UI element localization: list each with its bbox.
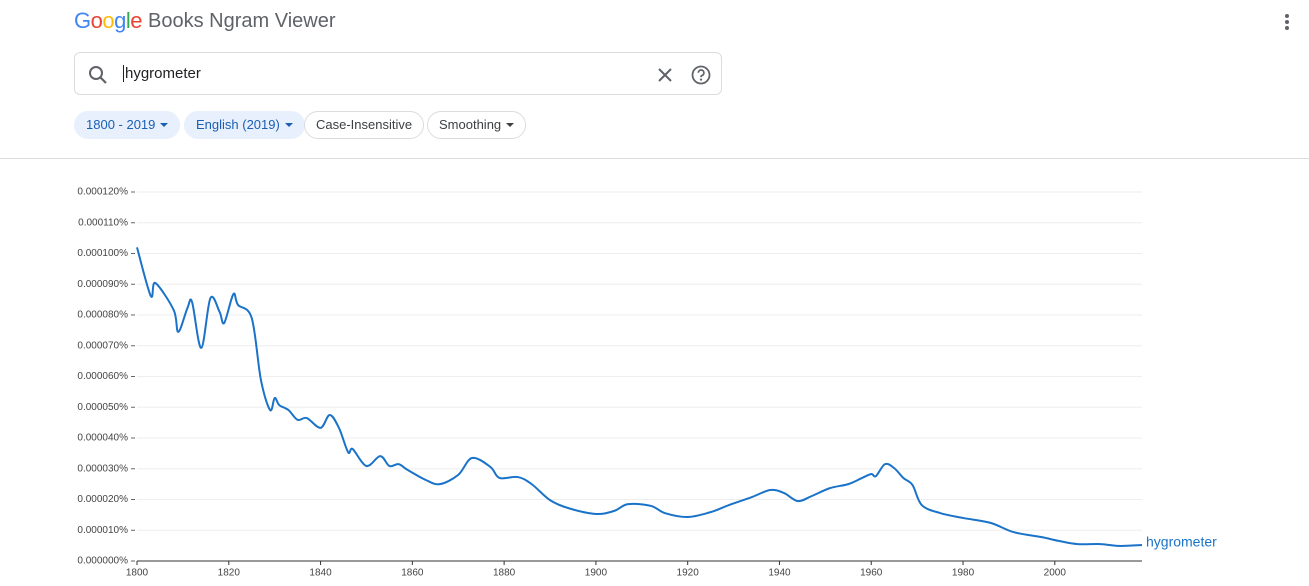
y-tick-label: 0.000120% <box>77 187 128 198</box>
divider <box>0 158 1309 159</box>
x-tick-label: 1940 <box>768 568 791 579</box>
y-tick-label: 0.000050% <box>77 402 128 413</box>
corpus-chip[interactable]: English (2019) <box>184 111 305 139</box>
y-tick-label: 0.000080% <box>77 310 128 321</box>
y-tick-label: 0.000090% <box>77 279 128 290</box>
menu-button[interactable] <box>1280 12 1294 32</box>
chip-label: 1800 - 2019 <box>86 117 156 132</box>
x-tick-label: 1880 <box>493 568 516 579</box>
y-tick-label: 0.000100% <box>77 248 128 259</box>
y-tick-label: 0.000000% <box>77 556 128 567</box>
x-tick-label: 2000 <box>1044 568 1067 579</box>
x-tick-label: 1820 <box>218 568 241 579</box>
x-tick-label: 1960 <box>860 568 883 579</box>
x-tick-label: 1980 <box>952 568 975 579</box>
chart: 0.000000% 0.000010% 0.000020% 0.000030% 0.00… <box>77 187 1217 579</box>
chip-label: Smoothing <box>439 117 502 132</box>
y-tick-label: 0.000070% <box>77 340 128 351</box>
x-tick-label: 1920 <box>677 568 700 579</box>
clear-button[interactable] <box>655 65 675 85</box>
case-chip[interactable]: Case-Insensitive <box>304 111 425 139</box>
y-tick-label: 0.000040% <box>77 433 128 444</box>
y-tick-label: 0.000020% <box>77 494 128 505</box>
google-logo[interactable]: Google <box>74 8 143 33</box>
series-line <box>136 247 1143 547</box>
x-tick-label: 1860 <box>401 568 424 579</box>
y-tick-label: 0.000060% <box>77 371 128 382</box>
x-tick-label: 1800 <box>126 568 149 579</box>
search-box[interactable]: hygrometer <box>74 52 722 95</box>
y-tick-label: 0.000030% <box>77 463 128 474</box>
chip-label: English (2019) <box>196 117 280 132</box>
search-query[interactable]: hygrometer <box>123 65 201 82</box>
search-icon <box>89 66 107 84</box>
x-tick-label: 1900 <box>585 568 608 579</box>
help-button[interactable] <box>690 64 712 86</box>
y-tick-label: 0.000010% <box>77 525 128 536</box>
smoothing-chip[interactable]: Smoothing <box>427 111 527 139</box>
app-title: Books Ngram Viewer <box>148 10 336 32</box>
date-range-chip[interactable]: 1800 - 2019 <box>74 111 181 139</box>
chip-label: Case-Insensitive <box>316 117 413 132</box>
x-tick-label: 1840 <box>309 568 332 579</box>
series-label: hygrometer <box>1146 534 1217 550</box>
y-tick-label: 0.000110% <box>78 217 128 228</box>
